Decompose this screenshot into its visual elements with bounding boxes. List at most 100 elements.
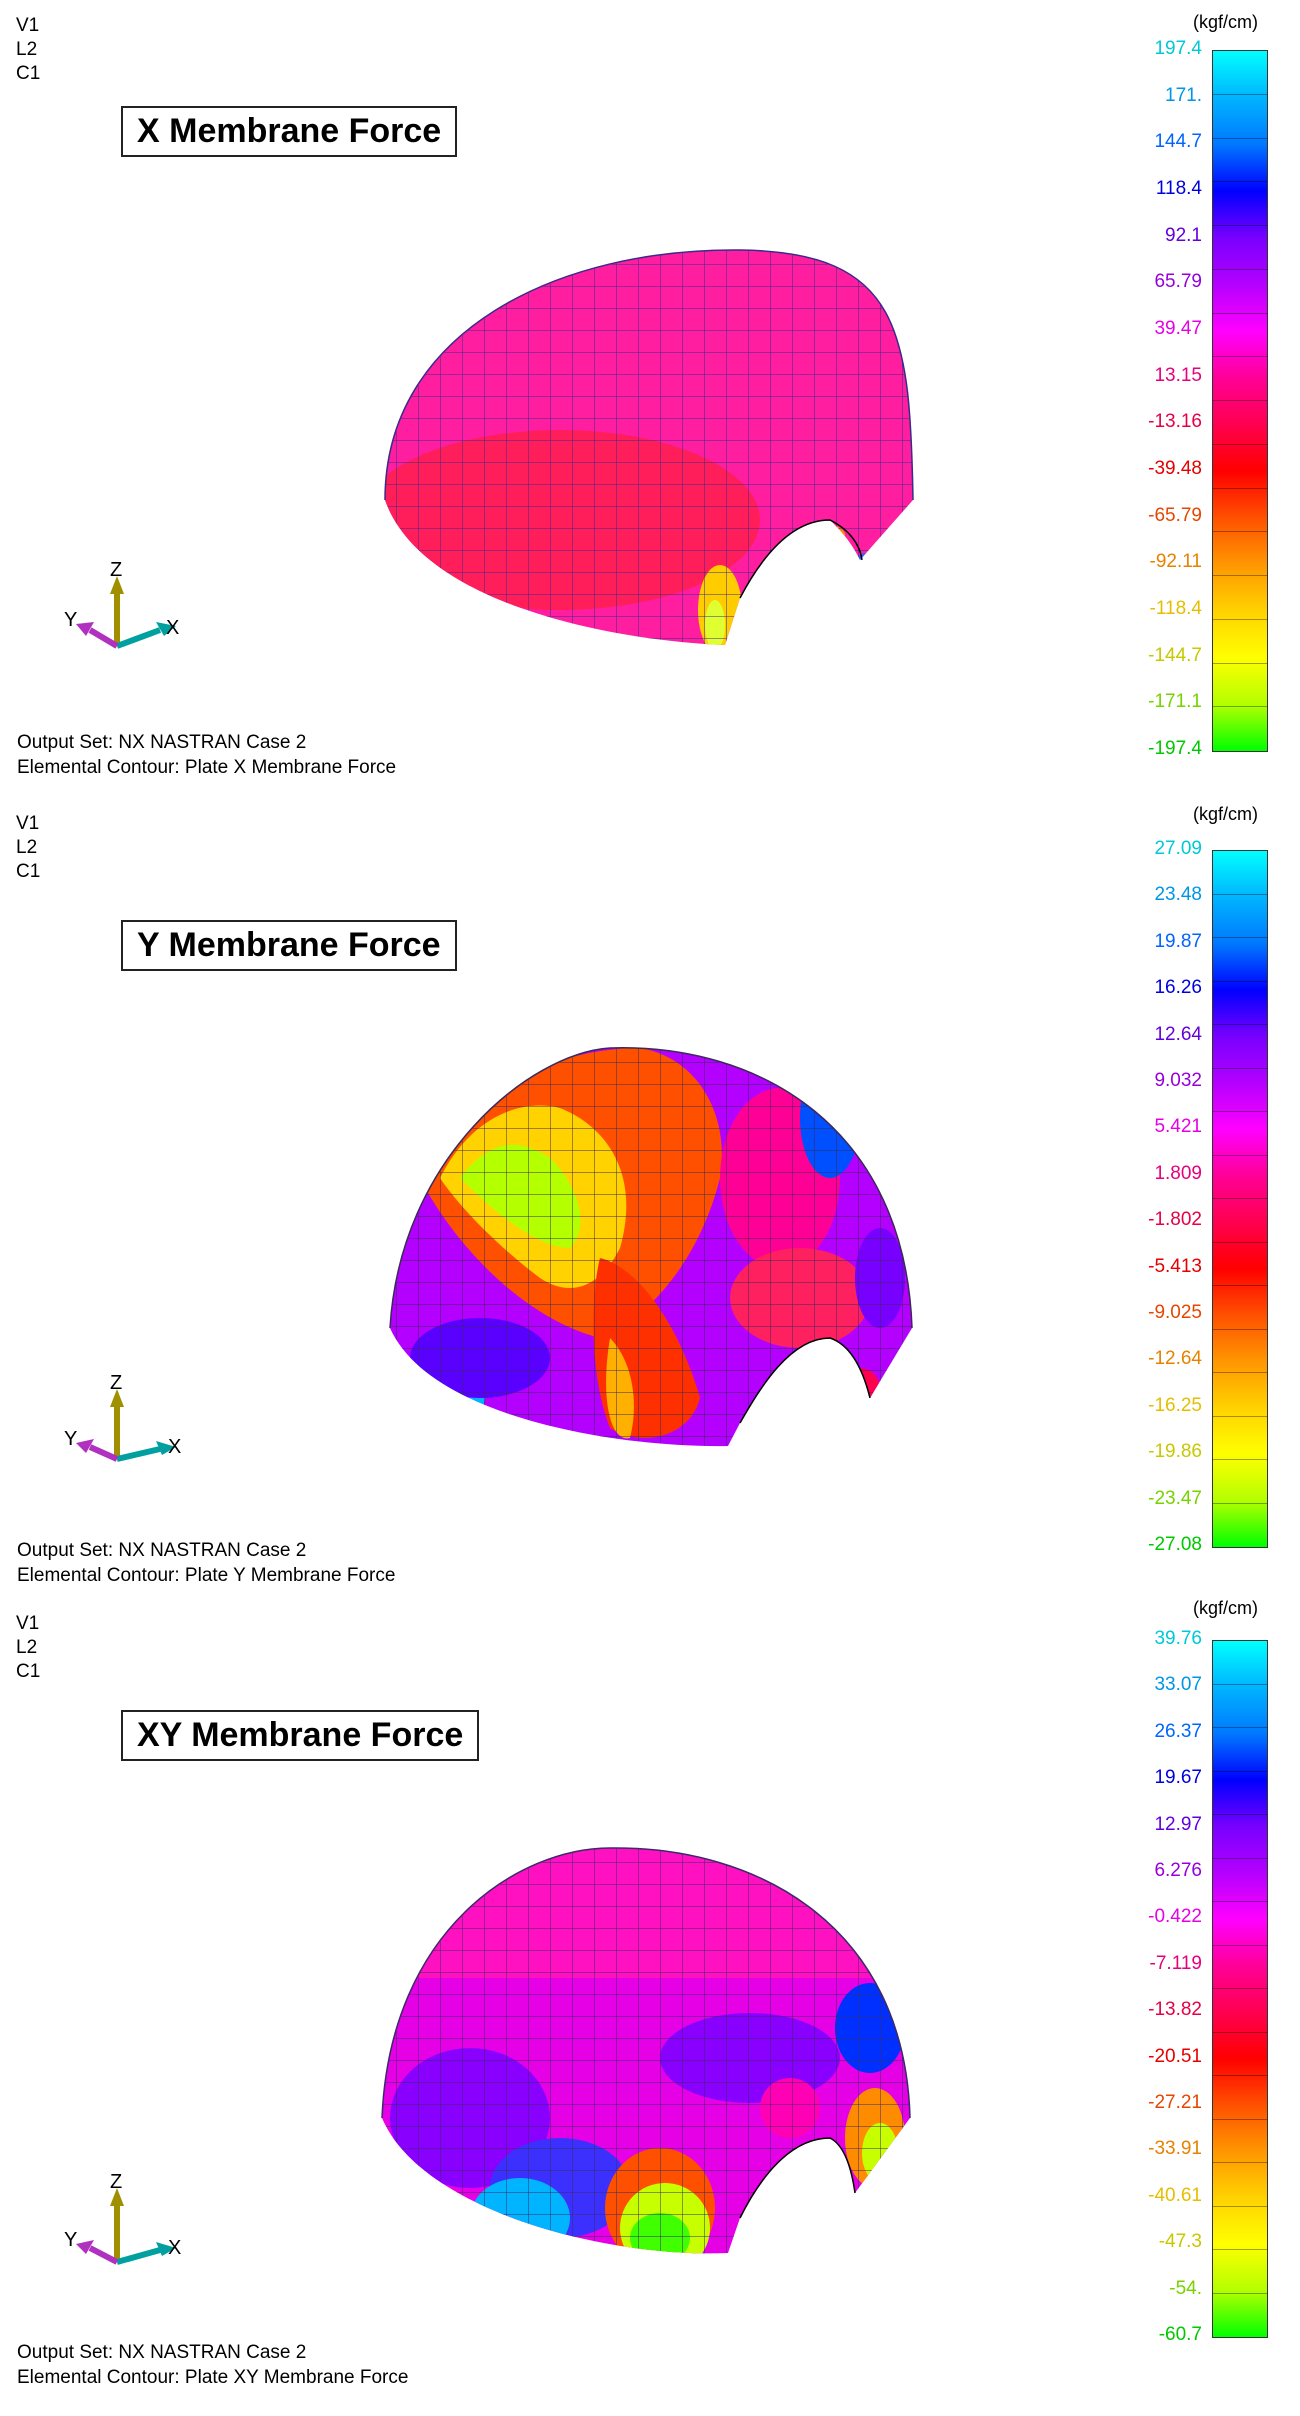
scale-tick-label: -19.86: [1148, 1441, 1202, 1463]
color-scale-band: [1213, 226, 1267, 270]
scale-tick-label: -27.08: [1148, 1534, 1202, 1555]
color-scale-band: [1213, 1815, 1267, 1859]
scale-tick-label: -39.48: [1148, 458, 1202, 479]
y-axis-label: Y: [64, 2229, 77, 2251]
unit-label: (kgf/cm): [1193, 1598, 1258, 1618]
scale-tick-label: -13.16: [1148, 411, 1202, 433]
color-scale-band: [1213, 982, 1267, 1025]
y-axis-label: Y: [64, 1428, 77, 1450]
scale-tick-label: 197.4: [1154, 38, 1202, 59]
scale-tick-label: 39.76: [1154, 1628, 1202, 1649]
scale-tick-label: -20.51: [1148, 2045, 1202, 2067]
color-scale-band: [1213, 270, 1267, 314]
dome-contour-x: [384, 249, 914, 645]
color-scale-band: [1213, 489, 1267, 533]
view-label: V1: [16, 15, 40, 36]
color-scale-band: [1213, 401, 1267, 445]
view-info: V1 L2 C1: [16, 812, 40, 884]
color-scale-band: [1213, 1112, 1267, 1156]
color-scale-band: [1213, 1728, 1267, 1772]
output-info: Output Set: NX NASTRAN Case 2 Elemental …: [17, 1538, 395, 1588]
panel-x-membrane: V1 L2 C1 X Membrane Force (kgf/cm): [0, 0, 1300, 790]
output-info: Output Set: NX NASTRAN Case 2 Elemental …: [17, 2340, 408, 2390]
scale-tick-label: -92.11: [1149, 551, 1202, 573]
scale-tick-label: -144.7: [1148, 644, 1202, 666]
scale-tick-label: 12.64: [1154, 1023, 1202, 1045]
color-scale-band: [1213, 1199, 1267, 1243]
color-scale-band: [1213, 851, 1267, 895]
output-set-text: Output Set: NX NASTRAN Case 2: [17, 2342, 307, 2363]
scale-tick-label: -13.82: [1148, 1999, 1202, 2021]
scale-tick-label: -197.4: [1148, 738, 1202, 759]
scale-tick-label: -7.119: [1149, 1952, 1202, 1974]
z-axis-label: Z: [110, 559, 122, 581]
output-set-text: Output Set: NX NASTRAN Case 2: [17, 1540, 307, 1561]
scale-tick-label: 9.032: [1154, 1070, 1202, 1091]
scale-tick-label: 118.4: [1155, 178, 1202, 199]
scale-tick-label: -60.7: [1158, 2324, 1202, 2345]
color-scale-bar: [1212, 850, 1268, 1548]
scale-tick-label: -16.25: [1148, 1394, 1202, 1416]
contour-type-text: Elemental Contour: Plate XY Membrane For…: [17, 2367, 409, 2388]
coordinate-triad: Z Y X: [64, 559, 179, 649]
coordinate-triad: Z Y X: [64, 1372, 181, 1462]
view-label: V1: [16, 813, 40, 834]
y-axis-label: Y: [64, 609, 77, 631]
color-scale-bar: [1212, 1640, 1268, 2338]
plot-title: Y Membrane Force: [121, 920, 457, 971]
scale-tick-label: 23.48: [1154, 884, 1202, 906]
coordinate-triad: Z Y X: [64, 2171, 181, 2265]
scale-tick-label: 171.: [1165, 84, 1202, 106]
x-axis-label: X: [168, 1436, 181, 1458]
scale-tick-label: -47.3: [1158, 2231, 1202, 2253]
scale-tick-label: -33.91: [1148, 2138, 1202, 2160]
unit-label: (kgf/cm): [1193, 804, 1258, 824]
contour-type-text: Elemental Contour: Plate X Membrane Forc…: [17, 757, 397, 778]
layer-label: L2: [16, 837, 38, 858]
scale-tick-label: -9.025: [1148, 1302, 1202, 1323]
panel-xy-membrane: V1 L2 C1 XY Membrane Force (kgf/cm): [0, 1598, 1300, 2416]
scale-tick-label: -0.422: [1148, 1906, 1202, 1928]
color-scale-band: [1213, 2033, 1267, 2076]
color-scale-band: [1213, 1330, 1267, 1373]
color-scale-band: [1213, 139, 1267, 183]
color-scale-band: [1213, 664, 1267, 708]
color-scale-band: [1213, 1417, 1267, 1460]
z-axis-label: Z: [110, 2171, 122, 2193]
color-scale-band: [1213, 2076, 1267, 2120]
color-scale-band: [1213, 938, 1267, 982]
scale-tick-label: 27.09: [1154, 838, 1202, 859]
scale-tick-label: -12.64: [1148, 1348, 1202, 1370]
view-label: V1: [16, 1613, 40, 1634]
scale-tick-label: -118.4: [1149, 598, 1202, 619]
scale-tick-label: -1.802: [1148, 1209, 1202, 1231]
output-info: Output Set: NX NASTRAN Case 2 Elemental …: [17, 730, 396, 780]
scale-tick-label: 12.97: [1154, 1813, 1202, 1835]
color-scale-band: [1213, 1641, 1267, 1685]
x-axis-label: X: [166, 617, 179, 639]
color-label: C1: [16, 1661, 41, 1682]
color-scale-band: [1213, 1460, 1267, 1504]
color-scale-band: [1213, 1069, 1267, 1112]
dome-contour-y: [389, 1047, 913, 1447]
color-scale-band: [1213, 1989, 1267, 2033]
color-label: C1: [16, 63, 41, 84]
unit-label: (kgf/cm): [1193, 12, 1258, 32]
color-scale-band: [1213, 2207, 1267, 2250]
color-scale-band: [1213, 357, 1267, 401]
contour-type-text: Elemental Contour: Plate Y Membrane Forc…: [17, 1565, 396, 1586]
color-scale-band: [1213, 707, 1267, 751]
scale-tick-label: 19.87: [1154, 930, 1202, 952]
scale-tick-label: -171.1: [1148, 691, 1202, 713]
color-scale-band: [1213, 1286, 1267, 1330]
scale-tick-label: -65.79: [1148, 504, 1202, 526]
color-scale-band: [1213, 182, 1267, 226]
scale-tick-label: 13.15: [1154, 364, 1202, 386]
output-set-text: Output Set: NX NASTRAN Case 2: [17, 732, 307, 753]
color-scale-band: [1213, 2294, 1267, 2338]
view-info: V1 L2 C1: [16, 1612, 40, 1684]
scale-tick-label: 19.67: [1154, 1767, 1202, 1789]
color-scale-band: [1213, 1685, 1267, 1728]
color-label: C1: [16, 861, 41, 882]
layer-label: L2: [16, 39, 38, 60]
